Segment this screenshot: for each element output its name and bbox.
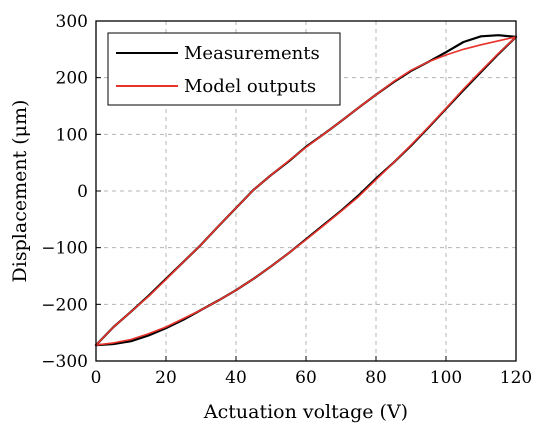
legend-label-model-outputs: Model outputs	[184, 76, 316, 97]
y-tick-label: 100	[56, 125, 88, 145]
x-tick-label: 100	[430, 368, 462, 388]
x-tick-label: 60	[295, 368, 317, 388]
ticks: 0 20 40 60 80 100 120 −300 −200 −100 0 100 200 300	[41, 12, 532, 388]
x-tick-label: 20	[155, 368, 177, 388]
y-tick-label: 0	[77, 182, 88, 202]
legend-box	[107, 32, 341, 106]
legend: Measurements Model outputs	[107, 32, 341, 106]
series-layer	[94, 34, 518, 347]
y-tick-label: −300	[41, 352, 88, 372]
y-tick-label: −100	[41, 239, 88, 259]
y-tick-label: 200	[56, 69, 88, 89]
y-axis-label: Displacement (μm)	[9, 100, 31, 283]
x-tick-label: 40	[225, 368, 247, 388]
series-model-outputs	[95, 36, 517, 346]
legend-label-measurements: Measurements	[184, 43, 320, 64]
x-axis-label: Actuation voltage (V)	[203, 401, 408, 423]
x-tick-label: 80	[365, 368, 387, 388]
y-tick-label: 300	[56, 12, 88, 32]
x-tick-label: 0	[91, 368, 102, 388]
y-tick-label: −200	[41, 295, 88, 315]
series-line-descending	[95, 36, 517, 346]
x-tick-label: 120	[500, 368, 532, 388]
series-line-ascending	[95, 36, 517, 346]
